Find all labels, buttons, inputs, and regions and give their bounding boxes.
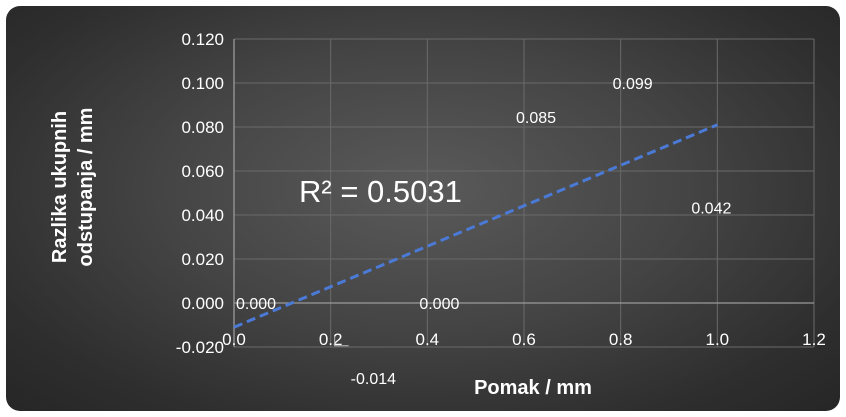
y-tick-label: 0.040 bbox=[181, 206, 224, 225]
y-tick-label: -0.020 bbox=[176, 338, 224, 357]
x-tick-label: 0.6 bbox=[512, 330, 536, 349]
data-label: 0.000 bbox=[236, 296, 276, 313]
chart-card: -0.020 0.000 0.020 0.040 0.060 0.080 0.100 0.12… bbox=[6, 6, 840, 411]
data-label: 0.042 bbox=[691, 201, 731, 218]
x-tick-label: 0.4 bbox=[416, 330, 440, 349]
scatter-chart: -0.020 0.000 0.020 0.040 0.060 0.080 0.100 0.12… bbox=[49, 30, 826, 399]
y-tick-label: 0.000 bbox=[181, 294, 224, 313]
x-tick-label: 1.0 bbox=[706, 330, 730, 349]
x-tick-label: 0.2 bbox=[319, 330, 343, 349]
y-axis-title-line-1: Razlika ukupnih bbox=[49, 111, 71, 263]
y-tick-label: 0.100 bbox=[181, 74, 224, 93]
x-tick-label: 0.0 bbox=[222, 330, 246, 349]
y-tick-label: 0.120 bbox=[181, 30, 224, 49]
r-squared-label: R² = 0.5031 bbox=[299, 174, 462, 209]
y-tick-label: 0.020 bbox=[181, 250, 224, 269]
x-tick-label: 1.2 bbox=[802, 330, 826, 349]
data-label: 0.000 bbox=[419, 296, 459, 313]
leader-line bbox=[334, 335, 349, 347]
trendline bbox=[233, 123, 718, 329]
x-tick-label: 0.8 bbox=[609, 330, 633, 349]
y-tick-label: 0.080 bbox=[181, 118, 224, 137]
data-label: 0.099 bbox=[613, 76, 653, 93]
y-tick-label: 0.060 bbox=[181, 162, 224, 181]
x-axis-title: Pomak / mm bbox=[474, 377, 592, 399]
data-label: -0.014 bbox=[351, 371, 396, 388]
y-axis-title-line-2: odstupanja / mm bbox=[75, 108, 97, 267]
data-label: 0.085 bbox=[516, 110, 556, 127]
